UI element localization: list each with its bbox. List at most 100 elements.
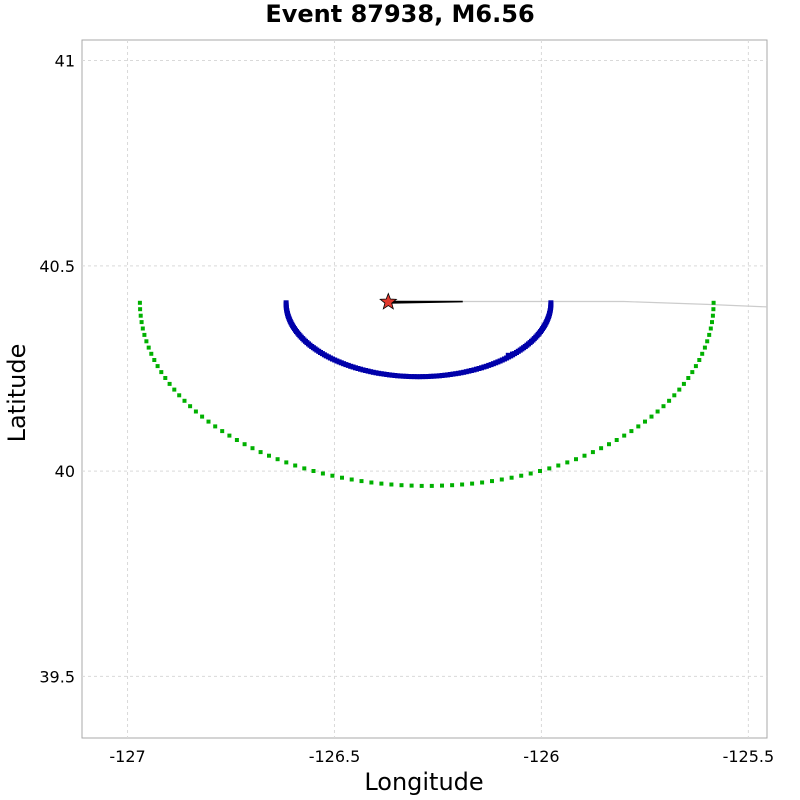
green-arc-point: [450, 483, 455, 488]
green-arc-point: [330, 473, 335, 478]
blue-arc-point: [439, 373, 445, 378]
blue-arc-point: [455, 370, 461, 376]
green-arc-point: [599, 446, 604, 451]
blue-arc-point: [445, 372, 451, 378]
blue-arc-point: [510, 351, 515, 357]
blue-arc-point: [461, 369, 467, 375]
green-arc-point: [144, 339, 149, 344]
green-arc-point: [138, 307, 143, 312]
blue-arc-point: [365, 368, 371, 374]
series-layer: [137, 300, 768, 488]
green-arc-point: [293, 463, 298, 468]
green-arc-point: [152, 358, 157, 362]
green-arc-point: [547, 466, 552, 471]
green-arc-point: [499, 477, 504, 482]
green-arc-point: [655, 409, 660, 414]
green-arc-point: [177, 393, 182, 398]
green-arc-point: [137, 300, 142, 305]
x-tick-label: -126: [523, 747, 559, 766]
green-arc-point: [519, 473, 524, 478]
green-arc-point: [622, 433, 627, 438]
blue-arc-point: [453, 371, 459, 377]
green-arc-point: [349, 477, 354, 482]
green-arc-point: [565, 460, 570, 465]
green-arc-point: [234, 438, 239, 442]
green-arc-point: [419, 483, 424, 488]
green-arc-point: [379, 481, 384, 486]
trace-line: [462, 300, 768, 308]
green-arc-point: [711, 300, 716, 305]
green-arc-point: [359, 479, 364, 484]
green-arc-point: [681, 381, 686, 386]
blue-arc-point: [548, 300, 554, 306]
blue-arc-point: [384, 372, 390, 377]
x-tick-labels: -127 -126.5 -126 -125.5: [109, 747, 774, 766]
green-arc-point: [710, 313, 715, 318]
blue-arc-point: [376, 370, 382, 376]
green-arc-point: [700, 351, 705, 356]
blue-arc-point: [395, 373, 401, 379]
blue-arc-point: [420, 374, 426, 380]
x-tick-label: -127: [109, 747, 145, 766]
green-arc-point: [258, 450, 263, 455]
blue-arc-point: [409, 374, 414, 380]
green-arc-point: [693, 364, 698, 369]
blue-arc-point: [403, 373, 409, 379]
green-arc-point: [227, 433, 232, 438]
green-arc-point: [429, 483, 434, 488]
green-arc-point: [389, 482, 394, 487]
green-arc-point: [649, 414, 654, 419]
blue-arc-point: [406, 374, 412, 379]
blue-arc-point: [463, 369, 469, 375]
y-tick-labels: 39.5 40 40.5 41: [39, 52, 75, 687]
green-arc-point: [440, 483, 444, 488]
green-arc-point: [629, 429, 634, 434]
y-tick-label: 39.5: [39, 667, 75, 686]
green-arc-point: [200, 414, 205, 419]
rupture-trace: [388, 300, 463, 304]
blue-arc-point: [414, 374, 420, 380]
chart-title: Event 87938, M6.56: [265, 0, 534, 28]
blue-arc-point: [386, 372, 392, 378]
blue-arc-point: [434, 373, 440, 379]
green-arc-point: [460, 482, 465, 487]
blue-arc-point: [428, 373, 434, 379]
green-arc-point: [636, 424, 641, 429]
blue-arc-point: [505, 352, 511, 358]
green-arc-point: [711, 307, 716, 312]
green-arc-point: [206, 419, 211, 424]
green-arc-point: [702, 345, 707, 350]
green-arc-point: [708, 326, 713, 331]
green-arc-point: [509, 475, 514, 480]
plot-area: [81, 39, 768, 739]
green-arc-point: [149, 351, 154, 356]
x-axis-label: Longitude: [364, 768, 483, 796]
y-tick-label: 40: [55, 462, 75, 481]
blue-arc-point: [368, 369, 374, 375]
green-arc-point: [220, 429, 225, 434]
green-arc-point: [707, 332, 712, 337]
x-tick-label: -125.5: [723, 747, 775, 766]
green-arc-point: [182, 398, 187, 403]
blue-arc-point: [370, 369, 376, 375]
y-tick-label: 40.5: [39, 257, 75, 276]
blue-arc-point: [378, 371, 384, 377]
green-arc-point: [139, 320, 144, 325]
x-tick-label: -126.5: [309, 747, 361, 766]
green-arc-point: [661, 404, 666, 409]
green-arc-point: [142, 332, 147, 337]
blue-arc-point: [411, 374, 417, 380]
blue-arc-point: [397, 373, 403, 379]
green-arc-point: [607, 442, 611, 447]
green-arc-point: [528, 471, 533, 476]
green-arc-point: [677, 387, 682, 392]
green-arc-point: [672, 393, 677, 398]
blue-arc-point: [389, 372, 395, 378]
epicenter-star-icon: [379, 292, 398, 310]
green-arc-point: [340, 475, 344, 480]
green-arc-point: [140, 326, 145, 331]
blue-arc-point: [400, 373, 406, 379]
green-arc-point: [369, 480, 374, 485]
blue-arc-point: [458, 370, 464, 376]
